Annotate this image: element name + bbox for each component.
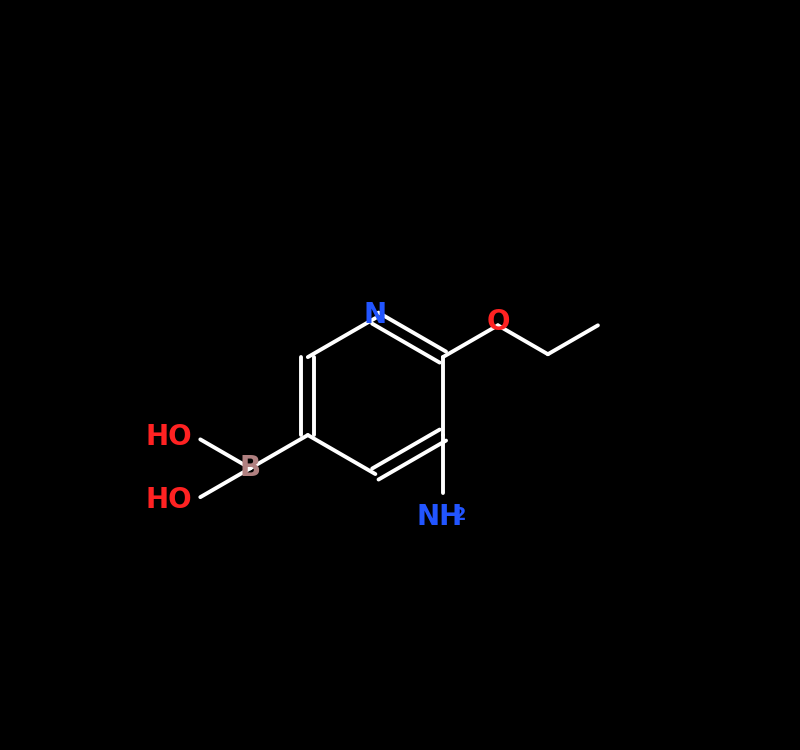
Text: N: N	[364, 302, 387, 329]
Text: 2: 2	[454, 506, 466, 524]
Text: O: O	[486, 308, 510, 337]
Text: HO: HO	[145, 486, 192, 514]
Text: B: B	[240, 454, 261, 482]
Text: HO: HO	[145, 422, 192, 451]
Text: NH: NH	[417, 503, 463, 531]
